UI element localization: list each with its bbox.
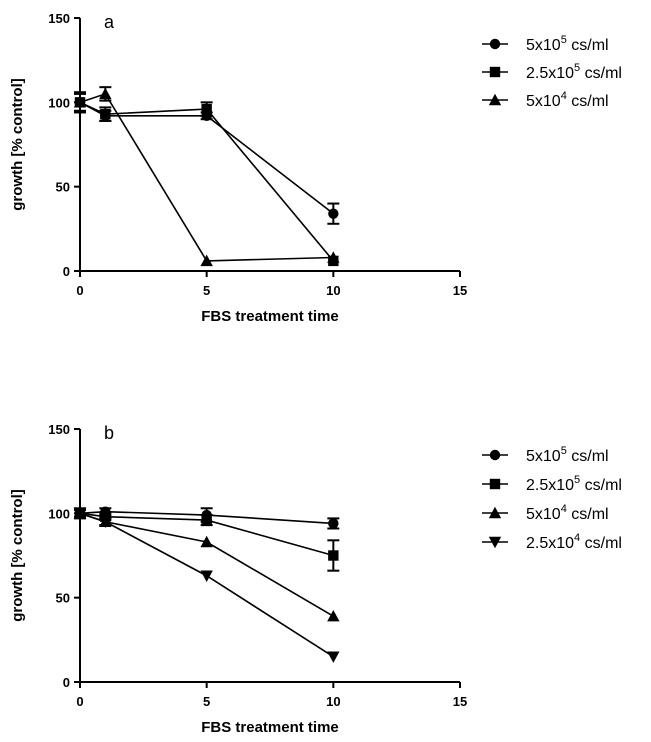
x-tick-label: 0: [76, 283, 83, 298]
y-tick-label: 100: [48, 506, 70, 521]
data-point: [200, 570, 213, 582]
legend-marker: [489, 38, 501, 50]
series-line: [79, 510, 334, 525]
legend-marker: [489, 449, 501, 461]
legend-item: 5x105 cs/ml: [482, 445, 609, 465]
data-point: [328, 518, 339, 529]
series-line: [79, 92, 334, 262]
y-tick-label: 0: [63, 675, 70, 690]
y-tick-label: 50: [56, 591, 70, 606]
legend-label: 2.5x104 cs/ml: [526, 532, 622, 552]
legend-item: 5x104 cs/ml: [482, 90, 609, 110]
legend-item: 5x105 cs/ml: [482, 34, 609, 54]
legend-marker: [488, 506, 502, 519]
data-point: [99, 87, 112, 100]
y-axis-label: growth [% control]: [9, 78, 26, 210]
legend-label: 2.5x105 cs/ml: [526, 62, 622, 82]
data-point: [328, 550, 339, 561]
legend-item: 2.5x105 cs/ml: [482, 474, 622, 494]
legend-label: 2.5x105 cs/ml: [526, 474, 622, 494]
legend-marker: [488, 93, 502, 106]
y-tick-label: 50: [56, 180, 70, 195]
x-tick-label: 0: [76, 694, 83, 709]
legend-label: 5x104 cs/ml: [526, 503, 609, 523]
x-tick-label: 5: [203, 694, 210, 709]
x-axis-label: FBS treatment time: [201, 308, 339, 325]
x-tick-label: 15: [453, 694, 467, 709]
data-point: [327, 651, 340, 663]
y-axis-label: growth [% control]: [9, 489, 26, 621]
chart-panel-a: 0 50 100 150 0 5 10 15 FBS treatment time growth …: [9, 11, 622, 325]
y-tick-label: 150: [48, 11, 70, 26]
data-point: [201, 514, 212, 526]
data-point: [100, 108, 111, 120]
y-tick-label: 0: [63, 264, 70, 279]
series-line: [79, 512, 334, 658]
data-point: [328, 208, 339, 219]
legend-marker: [489, 66, 501, 78]
legend-item: 2.5x105 cs/ml: [482, 62, 622, 82]
legend-label: 5x105 cs/ml: [526, 445, 609, 465]
data-point: [327, 251, 340, 263]
x-tick-label: 10: [326, 694, 340, 709]
series-line: [79, 101, 334, 262]
x-tick-label: 15: [453, 283, 467, 298]
legend-marker: [489, 478, 501, 490]
y-tick-label: 100: [48, 95, 70, 110]
legend-label: 5x105 cs/ml: [526, 34, 609, 54]
data-point: [99, 516, 112, 528]
series-triangle-up: [73, 86, 340, 267]
panel-label: b: [104, 423, 114, 443]
data-point: [327, 610, 340, 622]
data-point: [200, 254, 213, 267]
series-triangle-down: [73, 508, 340, 663]
data-point: [73, 96, 87, 108]
data-point: [200, 535, 213, 548]
legend-label: 5x104 cs/ml: [526, 90, 609, 110]
legend-item: 5x104 cs/ml: [482, 503, 609, 523]
y-tick-label: 150: [48, 422, 70, 437]
chart-panel-b: 0 50 100 150 0 5 10 15 FBS treatment time growth …: [9, 422, 622, 736]
data-point: [73, 508, 87, 520]
panel-label: a: [104, 12, 115, 32]
data-point: [201, 103, 212, 115]
legend-marker: [488, 536, 502, 549]
x-axis-label: FBS treatment time: [201, 719, 339, 736]
x-tick-label: 5: [203, 283, 210, 298]
series-line: [79, 512, 334, 557]
x-tick-label: 10: [326, 283, 340, 298]
legend-item: 2.5x104 cs/ml: [482, 532, 622, 552]
